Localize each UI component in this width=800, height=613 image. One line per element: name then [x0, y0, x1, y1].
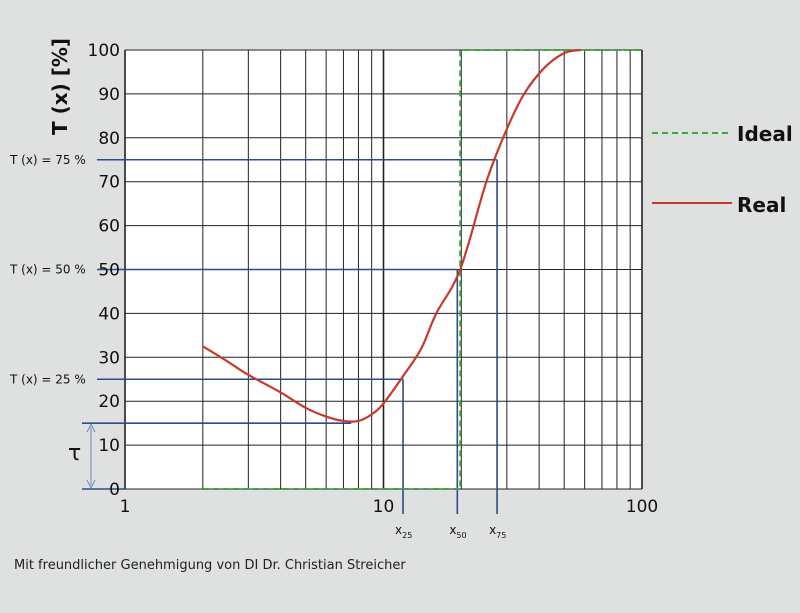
series-real-line: [202, 48, 582, 423]
y-tick-label: 70: [98, 173, 120, 193]
level-label: T (x) = 75 %: [9, 153, 86, 167]
y-tick-label: 60: [98, 217, 120, 237]
y-tick-label: 10: [98, 436, 120, 456]
legend-ideal-label: Ideal: [737, 122, 793, 146]
y-tick-label: 100: [88, 41, 120, 61]
y-tick-label: 0: [109, 480, 120, 500]
y-tick-label: 30: [98, 348, 120, 368]
x-tick-label: 1: [120, 497, 131, 517]
y-tick-label: 50: [98, 261, 120, 281]
y-tick-label: 40: [98, 304, 120, 324]
level-label: T (x) = 50 %: [9, 263, 86, 277]
legend: Ideal Real: [652, 122, 793, 217]
guide-lines: [82, 158, 498, 514]
x-tick-label: 10: [373, 497, 395, 517]
y-tick-label: 90: [98, 85, 120, 105]
credit-text: Mit freundlicher Genehmigung von DI Dr. …: [14, 558, 406, 573]
tau-arrow-head-top: [86, 423, 96, 433]
y-axis-title: T (x) [%]: [48, 38, 72, 135]
series-group: [202, 48, 642, 490]
x-marker-label: x25: [395, 523, 412, 540]
legend-real-label: Real: [737, 193, 786, 217]
x-marker-label: x75: [489, 523, 506, 540]
level-label: T (x) = 25 %: [9, 372, 86, 386]
y-tick-label: 80: [98, 129, 120, 149]
annotations: T (x) = 75 % x75 T (x) = 50 % x50 T (x) = 25…: [9, 153, 506, 540]
y-tick-label: 20: [98, 392, 120, 412]
tau-arrow-head-bottom: [86, 479, 96, 490]
x-marker-label: x50: [449, 523, 466, 540]
tau-label: τ: [68, 441, 81, 466]
x-tick-label: 100: [626, 497, 658, 517]
